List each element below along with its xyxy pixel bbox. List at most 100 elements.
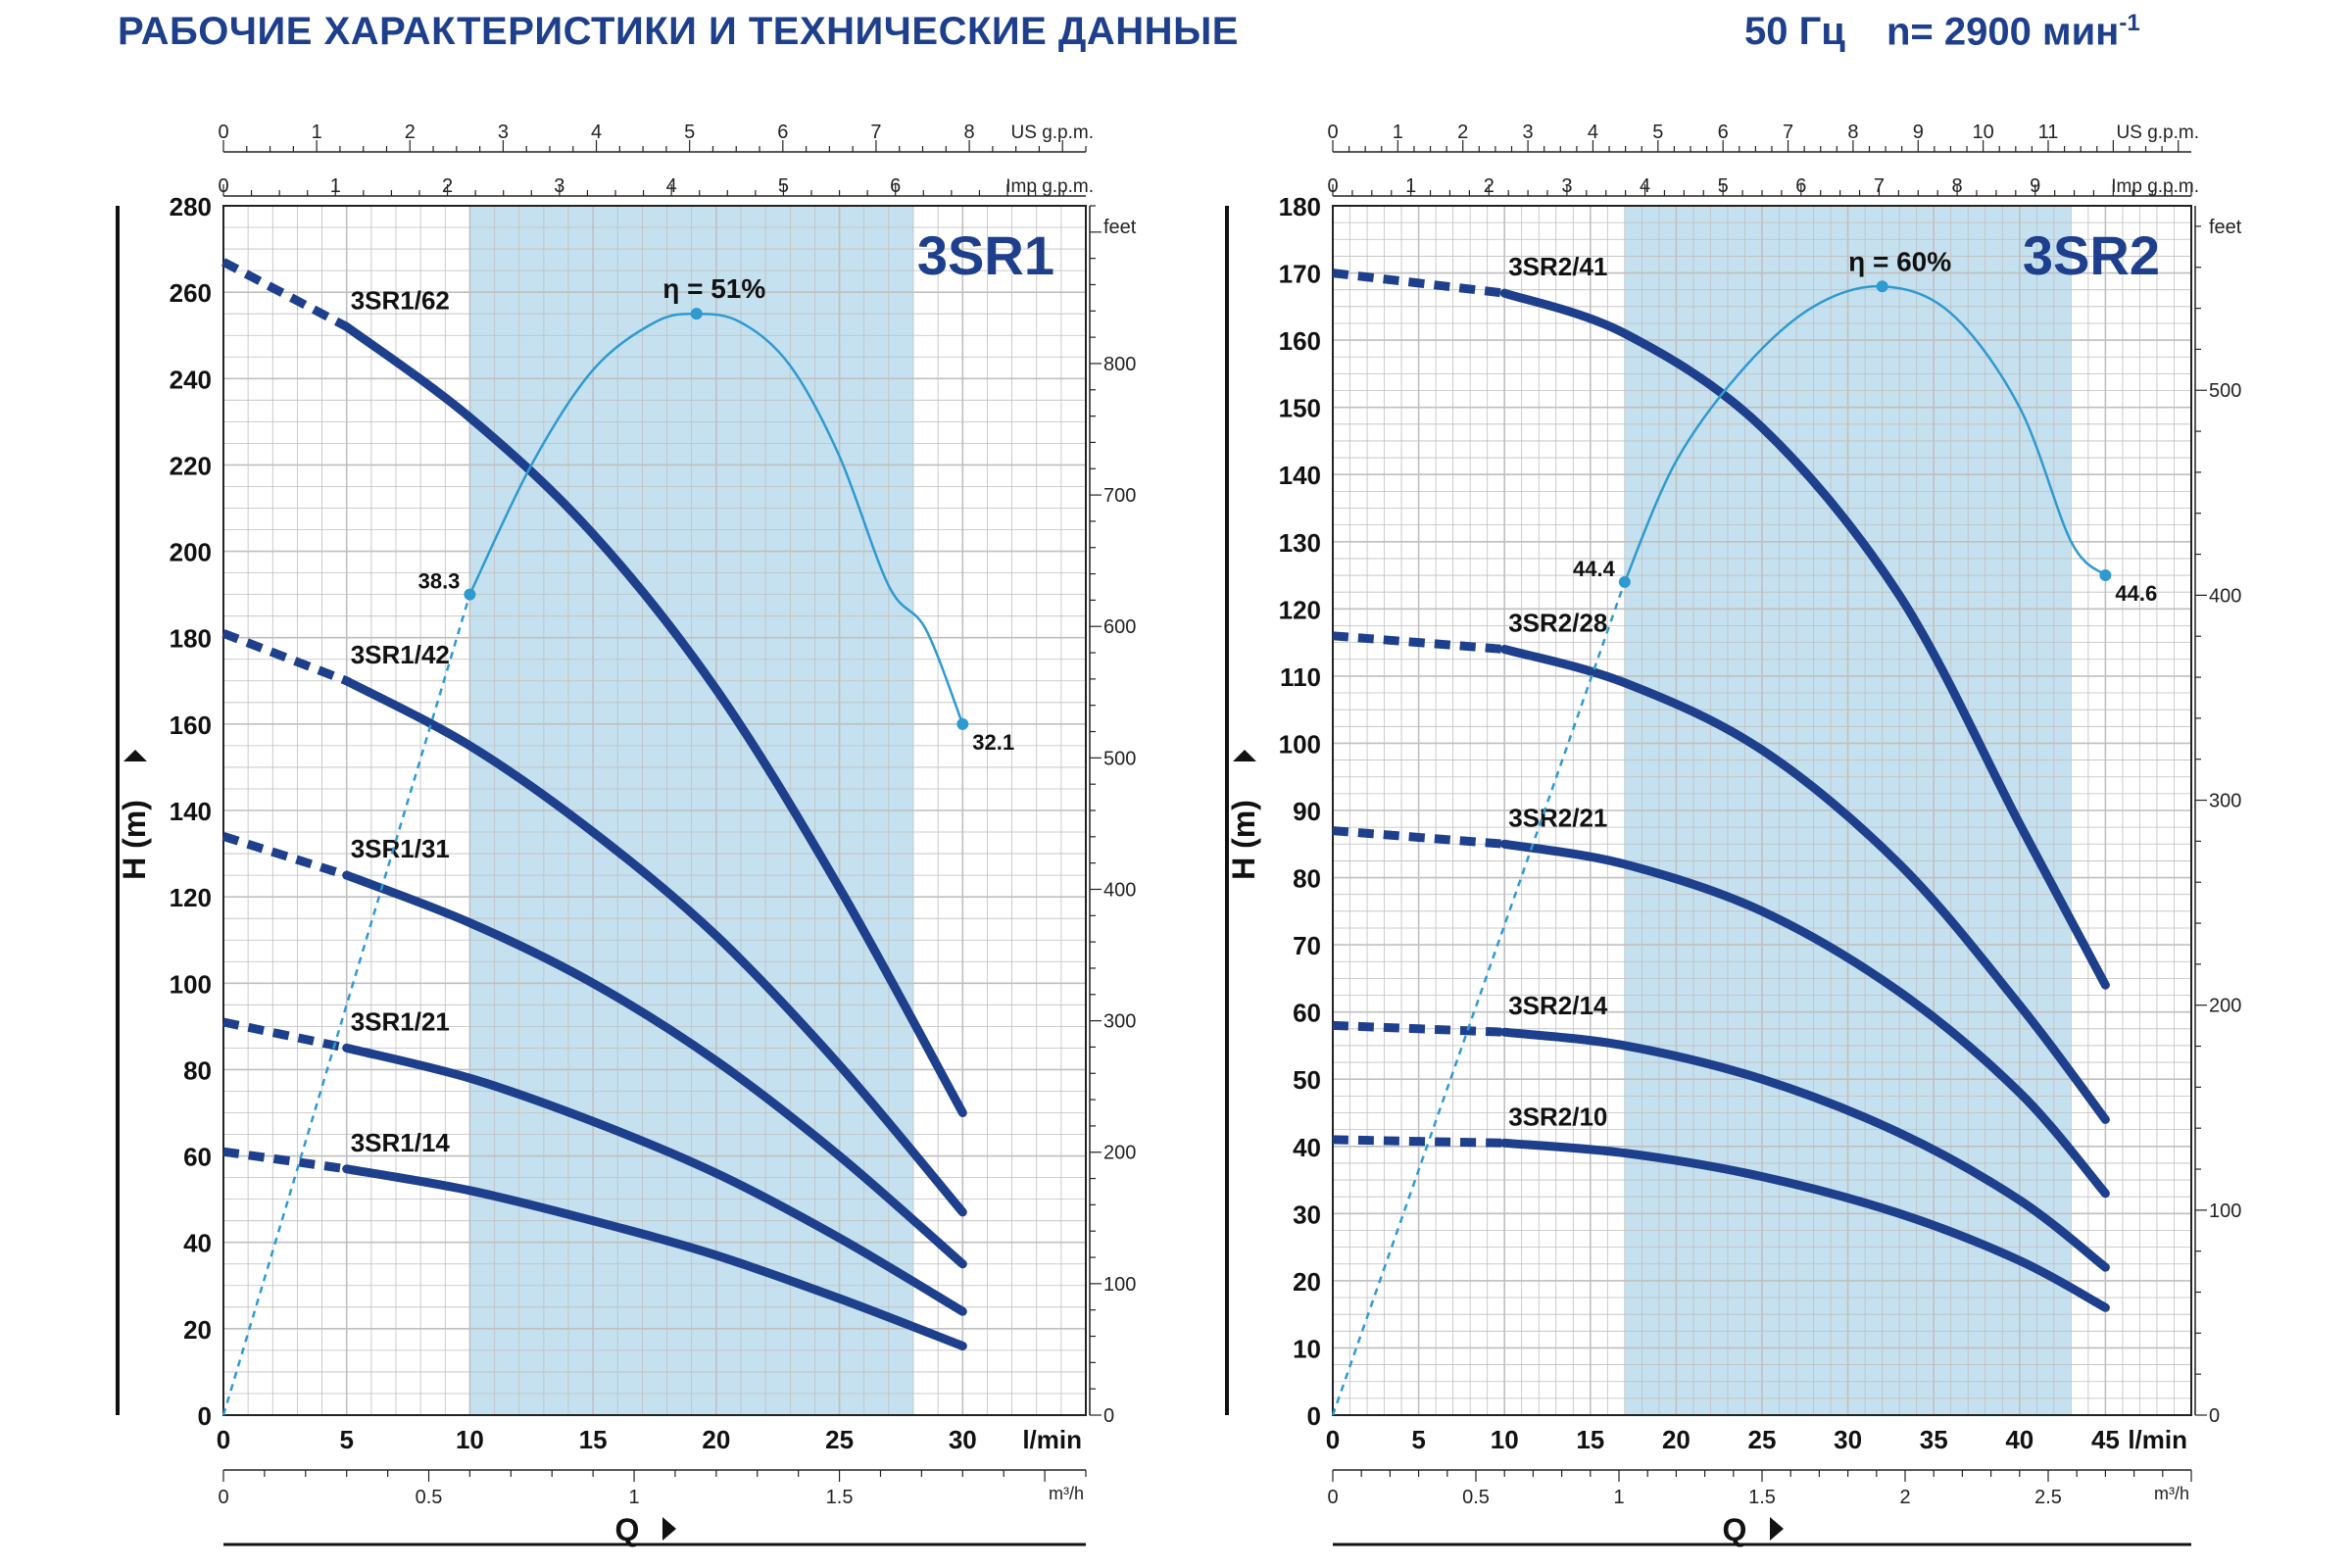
series-3sr1-31: 3SR1/31 <box>221 832 967 1269</box>
us-gpm-tick-label: 5 <box>684 122 695 143</box>
series-label: 3SR2/10 <box>1508 1102 1607 1131</box>
m3h-tick-label: 2.5 <box>2034 1487 2062 1508</box>
feet-unit-label: feet <box>2209 217 2242 238</box>
imp-gpm-tick-label: 0 <box>1327 175 1338 197</box>
efficiency-curve-dashed <box>1331 581 1626 1416</box>
feet-tick-label: 300 <box>2209 791 2241 812</box>
series-3sr2-28: 3SR2/28 <box>1332 608 2110 1124</box>
pump-curve-dashed <box>222 1017 348 1053</box>
m3h-tick-label: 0.5 <box>1462 1487 1490 1508</box>
us-gpm-tick-label: 2 <box>405 122 416 143</box>
plot-frame <box>222 205 1087 1416</box>
feet-tick-label: 200 <box>1103 1143 1136 1164</box>
pump-curve <box>1499 645 2110 1124</box>
efficiency-marker-label: 32.1 <box>972 730 1014 755</box>
speed-text: n= 2900 мин <box>1886 10 2120 54</box>
x-axis-label: Q <box>1723 1512 1747 1547</box>
pump-curve-dashed <box>221 832 349 880</box>
us-gpm-unit-label: US g.p.m. <box>1011 122 1094 143</box>
imp-gpm-tick-label: 2 <box>1484 175 1494 197</box>
y-tick-label: 100 <box>1279 729 1321 759</box>
feet-tick-label: 400 <box>1103 879 1136 901</box>
efficiency-curve <box>468 312 964 725</box>
imp-gpm-tick-label: 9 <box>2030 175 2040 197</box>
us-gpm-tick-label: 1 <box>1393 122 1403 143</box>
x-tick-label: 10 <box>1491 1425 1519 1454</box>
x-tick-label: 5 <box>1411 1425 1425 1454</box>
efficiency-marker-label: 44.6 <box>2115 581 2157 606</box>
us-gpm-tick-label: 8 <box>964 122 975 143</box>
y-axis-label: H (m) <box>1226 800 1261 880</box>
pump-curve <box>342 676 967 1217</box>
efficiency-marker <box>1876 280 1888 293</box>
x-axis-arrow-icon <box>1770 1517 1784 1541</box>
efficiency-curve-group: 44.4 44.6 η = 60% <box>1331 246 2157 1416</box>
y-tick-label: 30 <box>1293 1200 1321 1229</box>
y-tick-label: 100 <box>170 969 212 999</box>
series-label: 3SR2/21 <box>1508 803 1607 832</box>
frequency-label: 50 Гц <box>1744 10 1845 53</box>
us-gpm-tick-label: 8 <box>1847 122 1858 143</box>
m3h-tick-label: 1 <box>628 1487 639 1508</box>
y-tick-label: 90 <box>1293 797 1321 826</box>
series-label: 3SR1/21 <box>351 1006 450 1036</box>
us-gpm-tick-label: 0 <box>218 122 228 143</box>
chart-3sr1: 020406080100120140160180200220240260280H… <box>116 122 1137 1547</box>
y-tick-label: 120 <box>170 883 212 912</box>
y-tick-label: 60 <box>1293 999 1321 1028</box>
plot-frame <box>1332 205 2192 1416</box>
y-tick-label: 140 <box>170 797 212 826</box>
imp-gpm-unit-label: Imp g.p.m. <box>2111 176 2199 197</box>
y-tick-label: 280 <box>170 192 212 221</box>
us-gpm-tick-label: 7 <box>870 122 881 143</box>
y-tick-label: 10 <box>1293 1334 1321 1363</box>
series-3sr1-42: 3SR1/42 <box>221 629 967 1217</box>
y-tick-label: 120 <box>1279 595 1321 624</box>
m3h-tick-label: 0 <box>218 1487 228 1508</box>
us-gpm-tick-label: 6 <box>1718 122 1729 143</box>
pump-curve <box>342 870 967 1269</box>
y-tick-label: 50 <box>1293 1065 1321 1095</box>
x-tick-label: 25 <box>1748 1425 1777 1454</box>
speed-label: n= 2900 мин-1 <box>1886 10 2140 54</box>
imp-gpm-tick-label: 0 <box>218 175 228 197</box>
us-gpm-tick-label: 4 <box>1588 122 1598 143</box>
efficiency-curve-dashed <box>221 594 471 1416</box>
m3h-tick-label: 1.5 <box>1748 1487 1776 1508</box>
y-tick-label: 70 <box>1293 931 1321 960</box>
x-unit-label: l/min <box>2128 1425 2187 1454</box>
imp-gpm-unit-label: Imp g.p.m. <box>1005 176 1094 197</box>
imp-gpm-tick-label: 4 <box>666 175 677 197</box>
imp-gpm-tick-label: 1 <box>1405 175 1416 197</box>
chart-name-label: 3SR1 <box>917 224 1054 286</box>
imp-gpm-tick-label: 6 <box>1795 175 1806 197</box>
y-tick-label: 150 <box>1279 394 1321 423</box>
y-axis-label-group: H (m) <box>1226 750 1261 880</box>
y-tick-label: 140 <box>1279 461 1321 490</box>
us-gpm-tick-label: 7 <box>1783 122 1793 143</box>
imp-gpm-tick-label: 6 <box>890 175 901 197</box>
chart-name-label: 3SR2 <box>2023 224 2160 286</box>
pump-curve <box>342 1043 967 1316</box>
m3h-tick-label: 0.5 <box>416 1487 443 1508</box>
imp-gpm-tick-label: 8 <box>1952 175 1963 197</box>
us-gpm-tick-label: 1 <box>312 122 322 143</box>
imp-gpm-tick-label: 4 <box>1640 175 1650 197</box>
x-tick-label: 5 <box>339 1425 353 1454</box>
feet-tick-label: 600 <box>1103 616 1136 638</box>
series-label: 3SR2/28 <box>1508 608 1607 637</box>
y-tick-label: 260 <box>170 278 212 308</box>
y-tick-label: 160 <box>1279 326 1321 356</box>
feet-tick-label: 700 <box>1103 485 1136 507</box>
x-tick-label: 25 <box>825 1425 854 1454</box>
feet-tick-label: 100 <box>1103 1274 1136 1296</box>
feet-tick-label: 0 <box>2209 1405 2220 1427</box>
efficiency-label: η = 60% <box>1848 246 1951 276</box>
x-tick-label: 20 <box>702 1425 730 1454</box>
efficiency-marker-label: 38.3 <box>418 569 461 594</box>
pump-curve-dashed <box>1332 1135 1505 1148</box>
pump-curve-dashed <box>221 629 349 685</box>
chart-3sr2: 0102030405060708090100110120130140150160… <box>1225 122 2242 1547</box>
y-tick-label: 80 <box>1293 864 1321 894</box>
feet-unit-label: feet <box>1103 217 1137 238</box>
